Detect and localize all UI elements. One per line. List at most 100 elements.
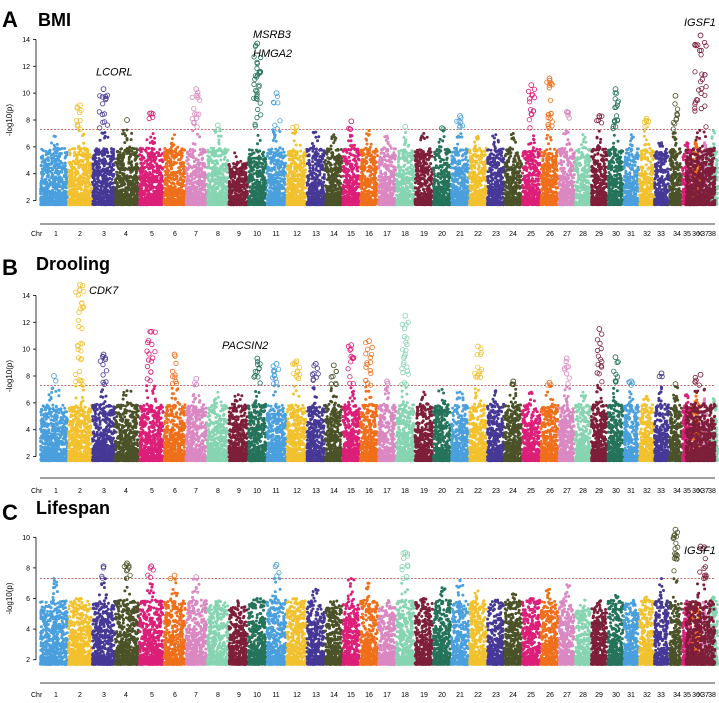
snp-point — [96, 176, 100, 180]
snp-point — [191, 142, 195, 146]
snp-point — [122, 192, 126, 196]
snp-point — [78, 183, 82, 187]
snp-point — [135, 181, 139, 184]
snp-point — [99, 159, 103, 162]
snp-point — [226, 158, 230, 162]
snp-point — [216, 195, 220, 199]
snp-point — [186, 200, 190, 204]
snp-point — [249, 190, 253, 194]
snp-point — [115, 157, 119, 161]
snp-point — [157, 190, 161, 194]
snp-point — [169, 142, 173, 146]
snp-point — [141, 183, 145, 187]
snp-point — [248, 148, 251, 152]
snp-point — [125, 128, 129, 132]
snp-point — [100, 131, 104, 135]
snp-point — [125, 137, 129, 140]
snp-point — [101, 182, 105, 186]
snp-point — [106, 135, 110, 139]
snp-point — [123, 141, 127, 145]
snp-point — [155, 151, 159, 154]
snp-point — [49, 154, 53, 158]
snp-point — [76, 170, 80, 173]
snp-point — [250, 148, 254, 152]
snp-point — [228, 186, 232, 190]
snp-point — [54, 175, 58, 179]
snp-point — [63, 164, 67, 168]
snp-point — [260, 174, 264, 178]
chr-1-points — [39, 134, 69, 207]
snp-point — [217, 141, 221, 145]
snp-point — [162, 197, 166, 201]
snp-point — [184, 168, 188, 172]
snp-point — [91, 189, 95, 193]
snp-point — [123, 196, 127, 200]
snp-point — [165, 193, 169, 197]
snp-point — [114, 178, 118, 181]
snp-point — [208, 155, 211, 159]
snp-point — [172, 182, 176, 186]
snp-point — [47, 159, 50, 162]
snp-point — [45, 165, 49, 169]
x-axis-label: Chr — [31, 231, 43, 238]
snp-point — [261, 195, 265, 199]
significant-snp — [254, 115, 260, 121]
snp-point — [170, 145, 173, 149]
snp-point — [115, 150, 119, 154]
snp-point — [53, 145, 57, 149]
snp-point — [119, 163, 123, 167]
snp-point — [158, 153, 162, 157]
snp-point — [120, 147, 123, 151]
snp-point — [118, 202, 122, 206]
snp-point — [69, 161, 73, 165]
snp-point — [110, 192, 114, 196]
snp-point — [138, 191, 142, 195]
snp-point — [236, 193, 240, 197]
snp-point — [179, 202, 182, 206]
snp-point — [79, 198, 83, 202]
snp-point — [239, 202, 243, 206]
chr-9-points — [227, 151, 249, 207]
snp-point — [114, 191, 118, 195]
snp-point — [87, 176, 91, 180]
snp-point — [201, 164, 205, 168]
peak-snp — [124, 117, 130, 123]
snp-point — [217, 154, 220, 158]
snp-point — [176, 198, 180, 202]
snp-point — [198, 148, 202, 152]
snp-point — [98, 165, 102, 169]
snp-point — [198, 135, 202, 139]
peak-snp — [100, 86, 107, 92]
snp-point — [104, 186, 108, 189]
snp-point — [78, 159, 82, 163]
snp-point — [155, 163, 159, 167]
snp-point — [264, 163, 268, 166]
snp-point — [194, 171, 198, 175]
snp-point — [139, 199, 143, 203]
snp-point — [245, 190, 248, 194]
y-tick-label: 2 — [26, 198, 30, 205]
snp-point — [126, 176, 130, 180]
snp-point — [97, 148, 101, 152]
snp-point — [223, 147, 227, 151]
snp-point — [153, 136, 157, 140]
snp-point — [52, 192, 56, 196]
snp-point — [55, 142, 59, 146]
snp-point — [229, 191, 233, 194]
snp-point — [185, 178, 189, 182]
chr-6-points — [162, 133, 187, 207]
snp-point — [193, 177, 197, 180]
snp-point — [224, 176, 227, 180]
snp-point — [247, 180, 251, 184]
snp-point — [48, 183, 52, 187]
snp-point — [142, 167, 146, 171]
snp-point — [228, 182, 232, 186]
snp-point — [41, 202, 45, 206]
snp-point — [91, 180, 94, 184]
snp-point — [253, 182, 256, 186]
snp-point — [121, 167, 125, 171]
snp-point — [125, 190, 129, 194]
snp-point — [173, 198, 176, 202]
snp-point — [176, 145, 180, 149]
snp-point — [69, 169, 73, 173]
